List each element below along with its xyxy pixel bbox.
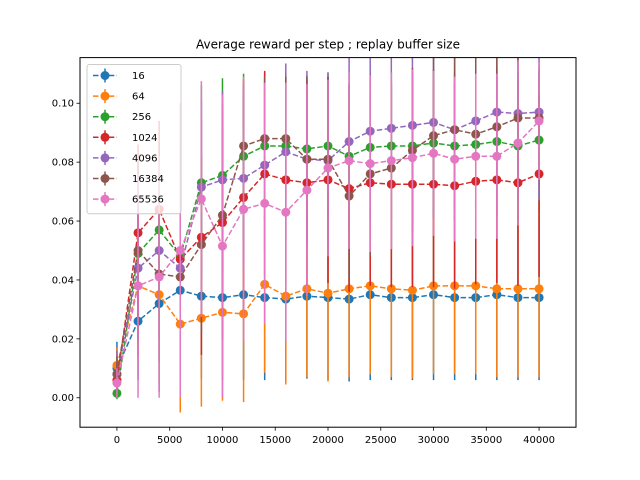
x-tick-label: 5000 xyxy=(157,435,182,446)
x-tick-label: 40000 xyxy=(523,435,555,446)
legend-item: 16384 xyxy=(93,171,164,186)
legend-marker xyxy=(100,91,110,101)
data-point xyxy=(196,194,206,204)
y-tick-label: 0.04 xyxy=(52,275,74,286)
data-point xyxy=(154,272,164,282)
data-point xyxy=(365,159,375,169)
data-point xyxy=(302,185,312,195)
data-point xyxy=(429,148,439,158)
legend-label: 1024 xyxy=(132,133,157,144)
data-point xyxy=(407,285,417,295)
data-point xyxy=(471,281,481,291)
legend-item: 4096 xyxy=(93,150,157,165)
y-tick-label: 0.08 xyxy=(52,158,74,169)
y-tick-label: 0.02 xyxy=(52,334,74,345)
legend-item: 16 xyxy=(93,68,145,83)
legend-marker xyxy=(100,112,110,122)
legend-marker xyxy=(100,153,110,163)
y-tick-label: 0.06 xyxy=(52,217,74,228)
legend-label: 256 xyxy=(132,112,151,123)
legend-label: 64 xyxy=(132,92,145,103)
data-point xyxy=(260,198,270,208)
legend: 16 64 256 1024 4096 16384 65536 xyxy=(86,64,182,215)
data-point xyxy=(513,284,523,294)
data-point xyxy=(386,156,396,166)
legend-marker xyxy=(100,194,110,204)
data-point xyxy=(534,116,544,126)
data-point xyxy=(239,204,249,214)
x-tick-label: 30000 xyxy=(418,435,450,446)
legend-item: 64 xyxy=(93,89,145,104)
data-point xyxy=(386,284,396,294)
legend-item: 65536 xyxy=(93,192,164,207)
data-point xyxy=(450,154,460,164)
data-point xyxy=(281,207,291,217)
y-tick-label: 0.10 xyxy=(52,99,74,110)
legend-marker xyxy=(100,132,110,142)
x-tick-label: 35000 xyxy=(470,435,502,446)
legend-label: 16384 xyxy=(132,174,164,185)
data-point xyxy=(471,151,481,161)
data-point xyxy=(112,378,122,388)
legend-marker xyxy=(100,71,110,80)
x-tick-label: 0 xyxy=(114,435,120,446)
data-point xyxy=(492,151,502,161)
legend-label: 65536 xyxy=(132,195,164,206)
data-point xyxy=(534,284,544,294)
data-point xyxy=(513,138,523,148)
legend-label: 4096 xyxy=(132,153,157,164)
data-point xyxy=(407,153,417,163)
data-point xyxy=(175,245,185,255)
legend-box xyxy=(86,64,182,215)
data-point xyxy=(323,288,333,298)
legend-item: 256 xyxy=(93,109,151,124)
axes-frame xyxy=(79,57,577,428)
data-point xyxy=(323,163,333,173)
y-tick-label: 0.00 xyxy=(52,393,74,404)
data-point xyxy=(217,241,227,251)
chart-title: Average reward per step ; replay buffer … xyxy=(196,38,460,52)
x-tick-label: 10000 xyxy=(207,435,239,446)
y-axis: 0.00 0.02 0.04 0.06 0.08 0.10 xyxy=(52,99,80,404)
x-tick-label: 20000 xyxy=(312,435,344,446)
x-tick-label: 15000 xyxy=(259,435,291,446)
x-tick-label: 25000 xyxy=(365,435,397,446)
legend-marker xyxy=(100,174,110,183)
data-point xyxy=(133,281,143,291)
x-axis: 0 5000 10000 15000 20000 25000 30000 35000 40000 xyxy=(114,427,555,446)
legend-label: 16 xyxy=(132,71,145,82)
data-point xyxy=(492,284,502,294)
legend-item: 1024 xyxy=(93,130,157,145)
data-point xyxy=(344,156,354,166)
